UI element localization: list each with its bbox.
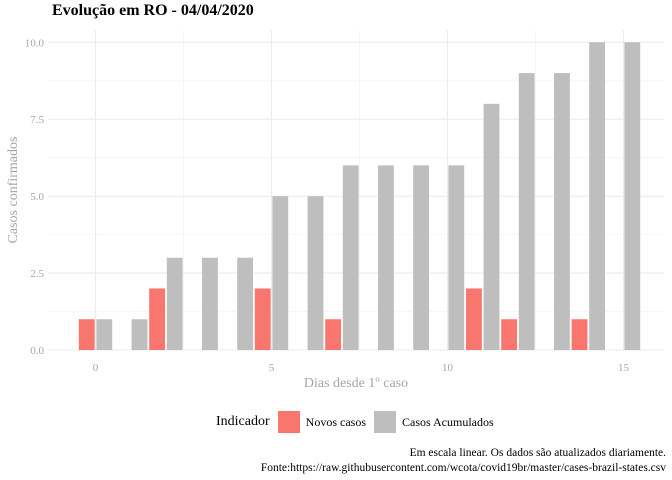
bar-casos-acumulados [166,257,183,350]
y-tick-label: 0.0 [30,345,44,357]
bar-casos-acumulados [589,42,606,351]
x-tick-label: 5 [269,362,275,374]
bar-casos-acumulados [237,257,254,350]
bar-novos-casos [149,288,166,350]
y-tick-label: 2.5 [30,268,44,280]
bar-casos-acumulados [624,42,641,351]
caption-line-1: Em escala linear. Os dados são atualizad… [409,447,666,459]
bar-novos-casos [571,319,588,350]
x-axis-title: Dias desde 1º caso [304,376,408,391]
bar-novos-casos [466,288,482,350]
bar-casos-acumulados [202,257,218,350]
x-tick-label: 15 [618,362,630,374]
y-tick-label: 7.5 [30,114,44,126]
bar-casos-acumulados [342,165,359,350]
legend-label-novos-casos: Novos casos [305,414,366,429]
bar-casos-acumulados [448,165,465,350]
caption: Em escala linear. Os dados são atualizad… [261,446,666,476]
caption-line-2: Fonte:https://raw.githubusercontent.com/… [260,462,666,474]
legend-swatch-casos-acumulados [373,411,396,433]
bar-novos-casos [254,288,271,350]
bar-casos-acumulados [518,73,535,351]
bar-casos-acumulados [483,103,500,350]
bar-casos-acumulados [272,196,289,350]
legend-swatch-novos-casos [277,411,300,433]
chart-title: Evolução em RO - 04/04/2020 [52,2,254,19]
bar-casos-acumulados [413,165,430,350]
bar-novos-casos [501,319,518,350]
legend-item-novos-casos: Novos casos [277,411,366,433]
bar-novos-casos [78,319,95,350]
bar-casos-acumulados [96,319,113,350]
bars [78,42,641,351]
legend-label-casos-acumulados: Casos Acumulados [401,414,494,429]
axes: 0.0 2.5 5.0 7.5 10.0 0 5 10 15 Dias desde 1º caso… [6,37,630,391]
bar-casos-acumulados [554,73,570,351]
legend-title: Indicador [216,414,270,429]
legend-item-casos-acumulados: Casos Acumulados [373,411,494,433]
y-tick-label: 10.0 [25,37,45,49]
bar-casos-acumulados [378,165,394,350]
y-tick-label: 5.0 [30,191,44,203]
bar-novos-casos [325,319,342,350]
x-tick-label: 0 [93,362,99,374]
bar-casos-acumulados [307,196,324,350]
legend: Indicador Novos casos Casos Acumulados [216,410,502,434]
x-tick-label: 10 [442,362,454,374]
y-axis-title: Casos confirmados [6,137,21,244]
bar-casos-acumulados [131,319,148,350]
